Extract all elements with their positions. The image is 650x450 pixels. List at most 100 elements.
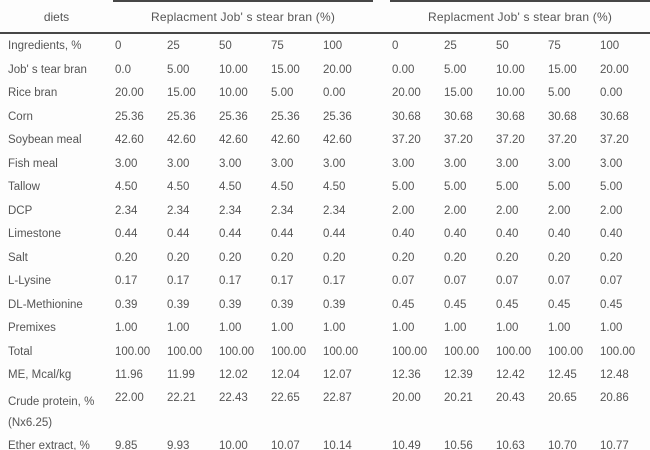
value-cell: 11.99 xyxy=(167,369,195,382)
value-cell: 3.00 xyxy=(323,157,346,170)
value-cell: 37.20 xyxy=(444,134,473,147)
table-row: Salt 0.20 0.20 0.20 0.20 0.20 0.20 0.20 0.20 0.20… xyxy=(0,246,650,270)
value-cell: 0.07 xyxy=(496,275,519,288)
value-cell: 0.17 xyxy=(115,275,138,288)
value-cell: 0.0 xyxy=(115,63,131,76)
table-row: Corn 25.36 25.36 25.36 25.36 25.36 30.68 30.68 3… xyxy=(0,105,650,129)
value-cell: 0.40 xyxy=(496,228,519,241)
value-cell: 100.00 xyxy=(167,345,203,358)
value-cell: 25.36 xyxy=(167,110,196,123)
group-gap xyxy=(373,293,390,317)
value-cell: 5.00 xyxy=(548,181,571,194)
value-cell: 0.17 xyxy=(271,275,294,288)
value-cell: 10.49 xyxy=(392,439,421,450)
group-gap xyxy=(373,270,390,294)
value-cell: 37.20 xyxy=(548,134,577,147)
value-cell: 15.00 xyxy=(548,63,577,76)
value-cell: 0.20 xyxy=(548,251,571,264)
value-cell: 3.00 xyxy=(219,157,242,170)
value-cell: 42.60 xyxy=(219,134,248,147)
value-cell: 0.20 xyxy=(323,251,346,264)
row-label: Total xyxy=(8,345,33,358)
value-cell: 12.48 xyxy=(600,369,629,382)
value-cell: 0.45 xyxy=(600,298,623,311)
row-label: Tallow xyxy=(8,181,40,194)
group-gap xyxy=(373,176,390,200)
row-label: Fish meal xyxy=(8,157,58,170)
row-label: Job' s tear bran xyxy=(8,63,87,76)
value-cell: 0.20 xyxy=(600,251,623,264)
table-row: Tallow 4.50 4.50 4.50 4.50 4.50 5.00 5.00 5.00 5.… xyxy=(0,176,650,200)
group-gap xyxy=(373,105,390,129)
value-cell: 20.00 xyxy=(600,63,629,76)
value-cell: 10.00 xyxy=(496,63,525,76)
table-row: Fish meal 3.00 3.00 3.00 3.00 3.00 3.00 3.00 3.0… xyxy=(0,152,650,176)
value-cell: 22.87 xyxy=(323,392,352,404)
value-cell: 30.68 xyxy=(496,110,525,123)
value-cell: 42.60 xyxy=(115,134,144,147)
value-cell: 0.40 xyxy=(548,228,571,241)
group-gap xyxy=(373,199,390,223)
value-cell: 2.34 xyxy=(167,204,190,217)
value-cell: 4.50 xyxy=(323,181,346,194)
value-cell: 2.00 xyxy=(496,204,519,217)
value-cell: 42.60 xyxy=(167,134,196,147)
value-cell: 2.00 xyxy=(392,204,415,217)
row-label: Salt xyxy=(8,251,28,264)
value-cell: 1.00 xyxy=(115,322,138,335)
table-row: Crude protein, % (Nx6.25) 22.00 22.21 22.43 2… xyxy=(0,387,650,434)
value-cell: 0.07 xyxy=(392,275,415,288)
value-cell: 3.00 xyxy=(548,157,571,170)
value-cell: 100.00 xyxy=(496,345,532,358)
value-cell: 0.20 xyxy=(496,251,519,264)
value-cell: 25.36 xyxy=(115,110,144,123)
value-cell: 3.00 xyxy=(444,157,467,170)
value-cell: 0.00 xyxy=(392,63,415,76)
group-gap xyxy=(373,387,390,434)
value-cell: 20.43 xyxy=(496,392,525,404)
value-cell: 1.00 xyxy=(600,322,623,335)
value-cell: 1.00 xyxy=(496,322,519,335)
value-cell: 0.44 xyxy=(219,228,242,241)
value-cell: 2.00 xyxy=(548,204,571,217)
value-cell: 0.17 xyxy=(323,275,346,288)
col-header: 100 xyxy=(323,40,343,52)
group-header-right: Replacment Job' s stear bran (%) xyxy=(390,0,650,34)
value-cell: 3.00 xyxy=(115,157,138,170)
row-label: Limestone xyxy=(8,228,62,241)
column-header-row: Ingredients, % 0 25 50 75 100 0 25 50 75… xyxy=(0,33,650,58)
value-cell: 0.20 xyxy=(115,251,138,264)
row-label: DL-Methionine xyxy=(8,298,83,311)
value-cell: 4.50 xyxy=(167,181,190,194)
table-row: ME, Mcal/kg 11.96 11.99 12.02 12.04 12.07 12.3… xyxy=(0,364,650,388)
value-cell: 30.68 xyxy=(392,110,421,123)
value-cell: 0.39 xyxy=(167,298,190,311)
value-cell: 22.43 xyxy=(219,392,248,404)
value-cell: 0.07 xyxy=(444,275,467,288)
value-cell: 5.00 xyxy=(496,181,519,194)
value-cell: 5.00 xyxy=(444,181,467,194)
value-cell: 3.00 xyxy=(167,157,190,170)
col-header: 50 xyxy=(496,40,509,52)
value-cell: 2.34 xyxy=(219,204,242,217)
value-cell: 2.34 xyxy=(271,204,294,217)
value-cell: 22.00 xyxy=(115,392,144,404)
table-row: Premixes 1.00 1.00 1.00 1.00 1.00 1.00 1.00 1.00… xyxy=(0,317,650,341)
value-cell: 0.20 xyxy=(219,251,242,264)
col-header: 25 xyxy=(167,40,180,52)
value-cell: 10.56 xyxy=(444,439,473,450)
value-cell: 0.44 xyxy=(167,228,190,241)
group-gap xyxy=(373,317,390,341)
value-cell: 12.07 xyxy=(323,369,352,382)
table-row: Limestone 0.44 0.44 0.44 0.44 0.44 0.40 0.40 0.4… xyxy=(0,223,650,247)
value-cell: 3.00 xyxy=(392,157,415,170)
table-row: DL-Methionine 0.39 0.39 0.39 0.39 0.39 0.45 0.4… xyxy=(0,293,650,317)
group-gap xyxy=(373,1,391,34)
value-cell: 3.00 xyxy=(600,157,623,170)
value-cell: 2.34 xyxy=(323,204,346,217)
row-label: L-Lysine xyxy=(8,275,52,288)
table-row: L-Lysine 0.17 0.17 0.17 0.17 0.17 0.07 0.07 0.07… xyxy=(0,270,650,294)
value-cell: 10.63 xyxy=(496,439,525,450)
